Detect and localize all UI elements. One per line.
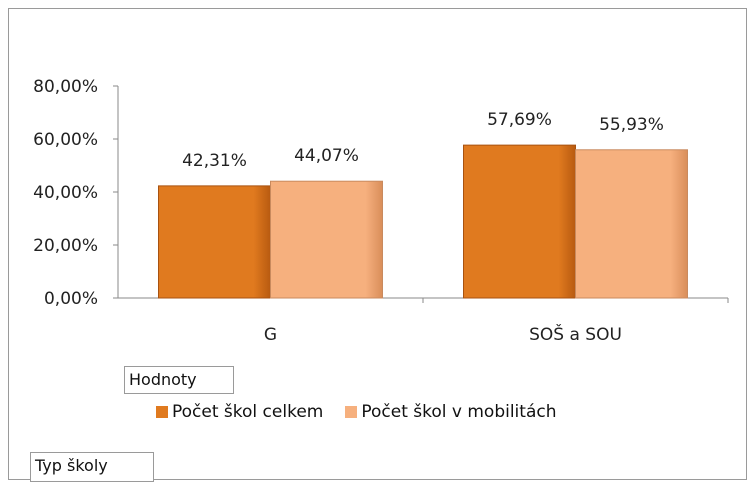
bar [158,185,271,299]
data-label: 55,93% [599,115,664,135]
y-tick-label: 60,00% [33,130,98,150]
legend-label-series-1: Počet škol celkem [172,402,324,422]
legend-swatch-series-1 [156,406,168,418]
bar [270,180,383,299]
legend: Počet škol celkem Počet škol v mobilitác… [156,402,556,422]
y-tick-label: 20,00% [33,236,98,256]
legend-swatch-series-2 [345,406,358,418]
bar [575,149,688,299]
bar [463,144,576,299]
y-tick-label: 40,00% [33,183,98,203]
values-field-button[interactable]: Hodnoty [124,366,234,394]
y-tick-label: 0,00% [44,289,98,309]
category-field-button[interactable]: Typ školy [30,452,154,482]
legend-item-series-2: Počet škol v mobilitách [345,402,556,422]
x-category-label: SOŠ a SOU [529,323,622,345]
data-label: 44,07% [294,146,359,166]
y-tick-label: 80,00% [33,77,98,97]
data-label: 57,69% [487,110,552,130]
x-category-label: G [264,325,277,345]
data-label: 42,31% [182,151,247,171]
legend-item-series-1: Počet škol celkem [156,402,323,422]
legend-label-series-2: Počet škol v mobilitách [361,402,557,422]
